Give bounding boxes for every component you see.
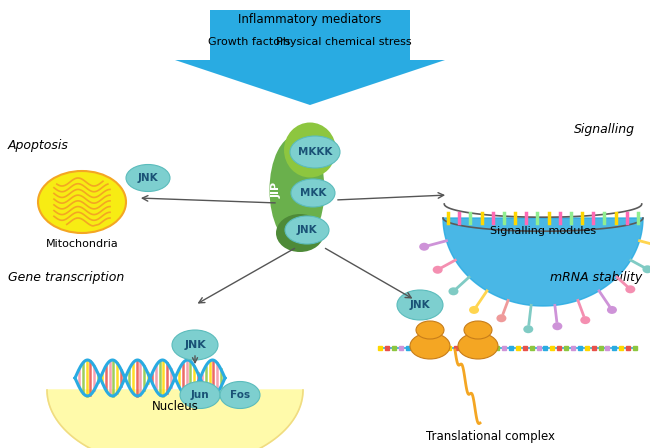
Text: Signalling: Signalling [574, 124, 635, 137]
Ellipse shape [291, 179, 335, 207]
Text: MKKK: MKKK [298, 147, 332, 157]
Ellipse shape [410, 333, 450, 359]
Text: Signalling modules: Signalling modules [490, 226, 596, 236]
Text: Apoptosis: Apoptosis [8, 138, 69, 151]
Text: Mitochondria: Mitochondria [46, 239, 118, 249]
Text: Gene transcription: Gene transcription [8, 271, 124, 284]
Text: JNK: JNK [138, 173, 159, 183]
Ellipse shape [126, 164, 170, 191]
Ellipse shape [523, 325, 533, 333]
Ellipse shape [416, 321, 444, 339]
Ellipse shape [469, 306, 479, 314]
Ellipse shape [607, 306, 617, 314]
Ellipse shape [284, 122, 336, 177]
Ellipse shape [397, 290, 443, 320]
Text: JNK: JNK [296, 225, 317, 235]
Ellipse shape [172, 330, 218, 360]
Text: mRNA stability: mRNA stability [550, 271, 642, 284]
Ellipse shape [580, 316, 590, 324]
Ellipse shape [290, 136, 340, 168]
Ellipse shape [448, 287, 458, 295]
Ellipse shape [220, 382, 260, 409]
Polygon shape [175, 10, 445, 105]
Text: Fos: Fos [230, 390, 250, 400]
Ellipse shape [276, 214, 324, 252]
Ellipse shape [497, 314, 506, 322]
Text: Jun: Jun [190, 390, 209, 400]
Ellipse shape [38, 171, 126, 233]
Text: JNK: JNK [184, 340, 206, 350]
Text: Growth factors: Growth factors [208, 37, 291, 47]
Ellipse shape [180, 382, 220, 409]
Ellipse shape [625, 285, 635, 293]
Text: Translational complex: Translational complex [426, 430, 554, 443]
Text: Nucleus: Nucleus [151, 400, 198, 413]
Ellipse shape [285, 216, 329, 244]
Ellipse shape [270, 135, 324, 245]
Polygon shape [47, 390, 303, 448]
Ellipse shape [642, 265, 650, 273]
Text: Physical chemical stress: Physical chemical stress [276, 37, 412, 47]
Text: MKK: MKK [300, 188, 326, 198]
Text: JNK: JNK [410, 300, 430, 310]
Ellipse shape [433, 266, 443, 274]
Ellipse shape [464, 321, 492, 339]
Ellipse shape [419, 243, 429, 251]
Text: Inflammatory mediators: Inflammatory mediators [239, 13, 382, 26]
Ellipse shape [458, 333, 498, 359]
Text: JIP: JIP [272, 182, 282, 198]
Polygon shape [443, 218, 643, 306]
Ellipse shape [552, 322, 562, 330]
